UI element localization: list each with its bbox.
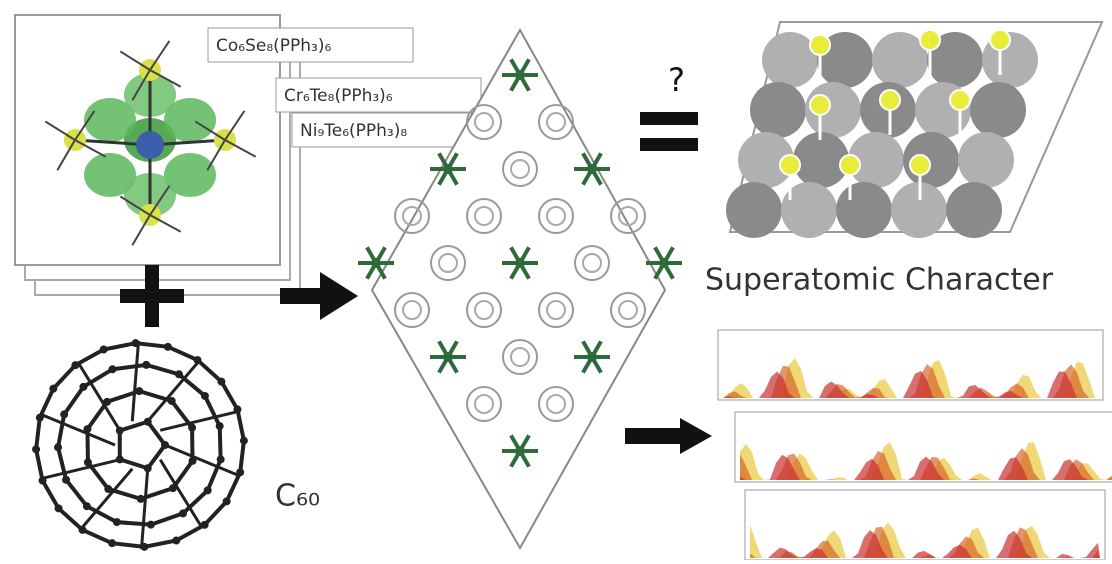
star-core — [659, 258, 669, 268]
superatom — [920, 30, 940, 50]
atom — [216, 422, 224, 430]
cluster-label: Co₆Se₈(PPh₃)₆ — [216, 36, 332, 56]
atom — [135, 387, 143, 395]
cluster-label: Cr₆Te₈(PPh₃)₆ — [284, 86, 393, 106]
superatom — [990, 30, 1010, 50]
atom — [179, 509, 187, 517]
lattice-sphere — [970, 82, 1026, 138]
atom — [217, 455, 225, 463]
star-core — [587, 352, 597, 362]
star-core — [371, 258, 381, 268]
lattice-sphere — [726, 182, 782, 238]
atom — [164, 343, 172, 351]
fullerene-label: C₆₀ — [275, 479, 320, 514]
atom — [172, 537, 180, 545]
lattice-sphere — [750, 82, 806, 138]
superatom-units — [726, 30, 1038, 238]
superatom — [810, 95, 830, 115]
atom — [54, 443, 62, 451]
star-core — [515, 446, 525, 456]
atom — [32, 445, 40, 453]
lattice-sphere — [958, 132, 1014, 188]
atom — [142, 361, 150, 369]
star-core — [515, 70, 525, 80]
atom — [201, 392, 209, 400]
superatom — [950, 90, 970, 110]
lattice-sphere — [836, 182, 892, 238]
star-core — [515, 258, 525, 268]
figure: Co₆Se₈(PPh₃)₆ Cr₆Te₈(PPh₃)₆ Ni₉Te₆(PPh₃)… — [0, 0, 1112, 560]
lattice-sphere — [762, 32, 818, 88]
atom — [55, 504, 63, 512]
atom — [49, 385, 57, 393]
caption: Superatomic Character — [705, 263, 1054, 298]
page: {"labels": {"cluster_1": "Co₆Se₈(PPh₃)₆"… — [0, 0, 1112, 564]
atom — [60, 410, 68, 418]
cluster-label: Ni₉Te₆(PPh₃)₈ — [300, 121, 407, 141]
question-mark: ? — [668, 61, 685, 99]
atom — [147, 521, 155, 529]
atom — [204, 486, 212, 494]
star-core — [443, 352, 453, 362]
superatom — [780, 155, 800, 175]
atom — [108, 539, 116, 547]
atom — [100, 345, 108, 353]
star-core — [443, 164, 453, 174]
atom — [137, 495, 145, 503]
equals-sign — [640, 138, 698, 151]
superatom — [910, 155, 930, 175]
plus-sign — [120, 289, 184, 303]
superatom — [810, 35, 830, 55]
atom — [240, 437, 248, 445]
atom — [223, 497, 231, 505]
spectrum-panel — [745, 490, 1105, 560]
lattice-sphere — [946, 182, 1002, 238]
core — [136, 131, 164, 159]
spectra — [718, 330, 1112, 560]
atom — [62, 476, 70, 484]
atom — [108, 365, 116, 373]
atom — [175, 370, 183, 378]
atom — [217, 378, 225, 386]
atom — [113, 518, 121, 526]
equals-sign — [640, 112, 698, 125]
atom — [79, 383, 87, 391]
superatom — [880, 90, 900, 110]
star-core — [587, 164, 597, 174]
atom — [83, 502, 91, 510]
superatom — [840, 155, 860, 175]
